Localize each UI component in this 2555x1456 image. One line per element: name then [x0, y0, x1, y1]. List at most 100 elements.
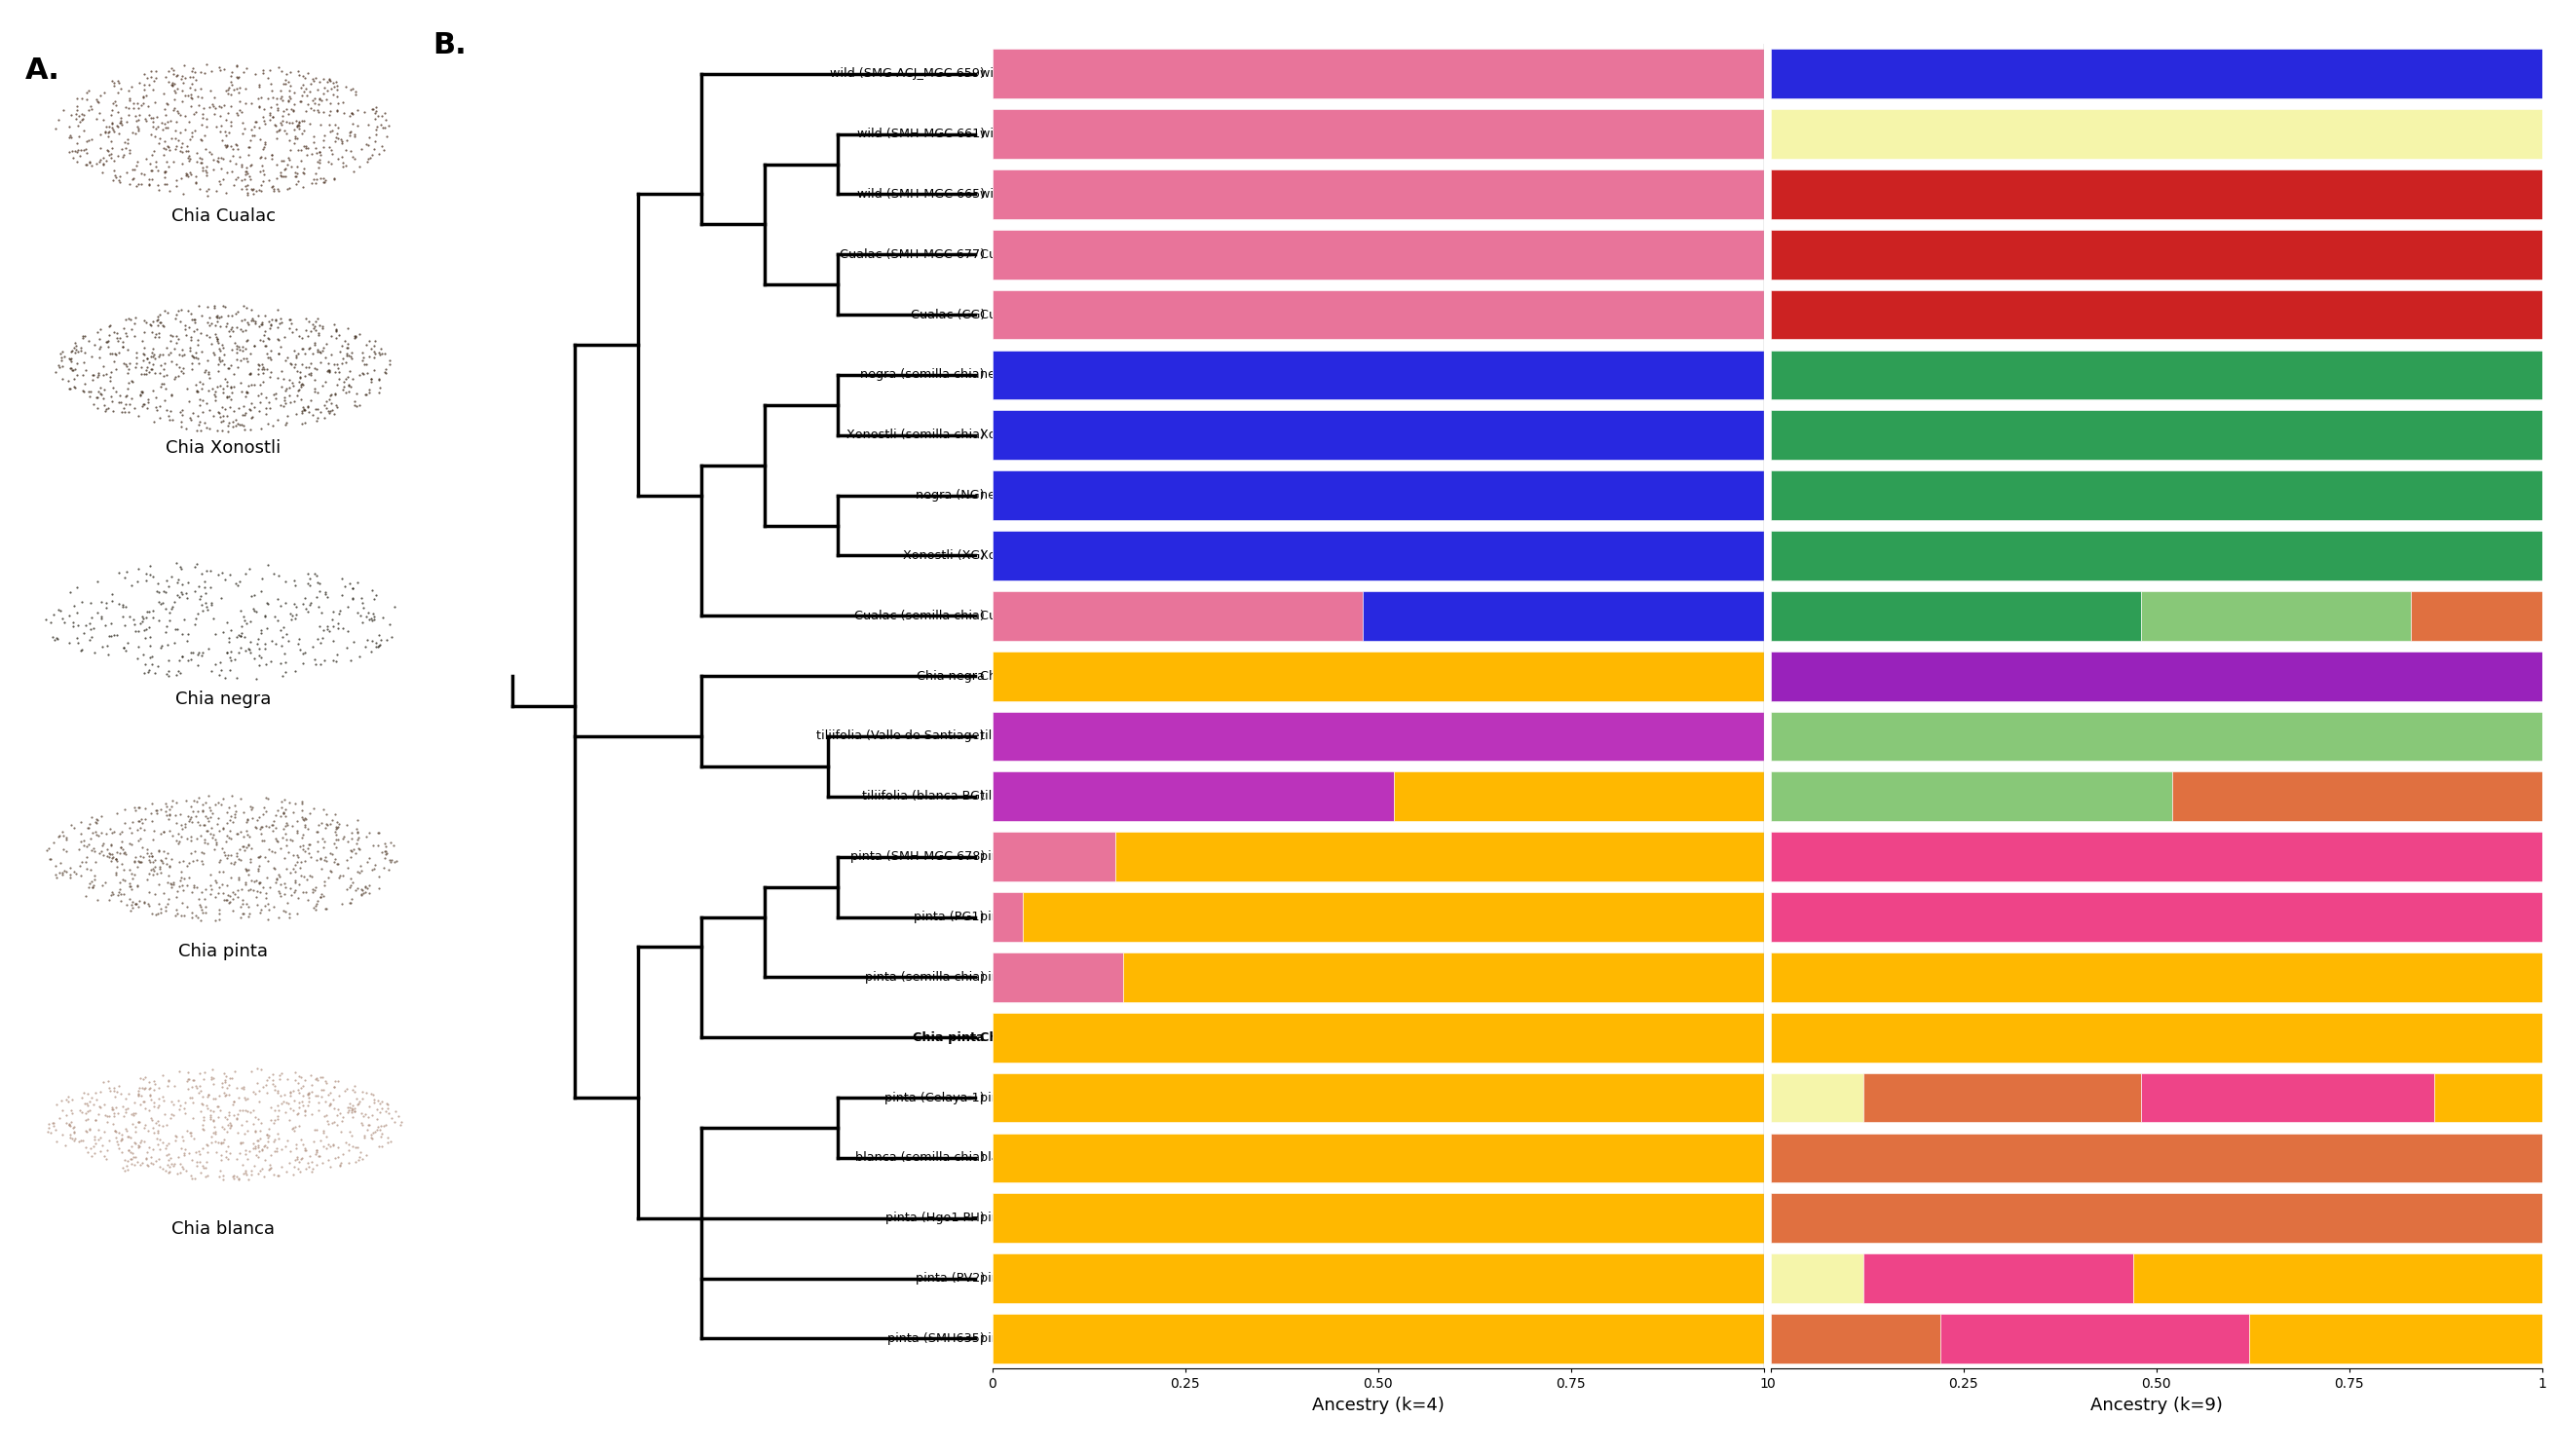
Bar: [1939, 1313, 2248, 1363]
X-axis label: Ancestry (k=9): Ancestry (k=9): [2090, 1396, 2223, 1414]
Text: Cualac (semilla chia): Cualac (semilla chia): [981, 610, 1111, 622]
Bar: [991, 1073, 1763, 1123]
Bar: [991, 109, 1763, 159]
Text: Chia negra: Chia negra: [176, 690, 271, 708]
Text: Chia pinta: Chia pinta: [912, 1031, 984, 1044]
Text: tiliifolia (Valle de Santiage): tiliifolia (Valle de Santiage): [818, 729, 984, 743]
Bar: [991, 169, 1763, 218]
Text: negra (semilla chia): negra (semilla chia): [861, 368, 984, 381]
Bar: [991, 831, 1117, 881]
Text: wild (SMH-MGC 665): wild (SMH-MGC 665): [981, 188, 1109, 201]
Text: pinta (SMH635): pinta (SMH635): [981, 1332, 1078, 1345]
Bar: [2141, 591, 2412, 641]
Bar: [991, 1313, 1763, 1363]
Bar: [1362, 591, 1763, 641]
Bar: [1771, 651, 2542, 700]
Text: negra (semilla chia): negra (semilla chia): [981, 368, 1104, 381]
Text: Chia negra: Chia negra: [981, 670, 1048, 683]
Text: Cualac (semilla chia): Cualac (semilla chia): [853, 610, 984, 622]
Bar: [991, 230, 1763, 280]
Text: Chia pinta: Chia pinta: [981, 1031, 1053, 1044]
Text: tiliifolia (Valle de Santiage): tiliifolia (Valle de Santiage): [981, 729, 1147, 743]
Text: pinta (PV2): pinta (PV2): [981, 1273, 1050, 1284]
Bar: [991, 772, 1392, 821]
Text: wild (SMG-ACJ_MGC 659): wild (SMG-ACJ_MGC 659): [830, 67, 984, 80]
Text: wild (SMH-MGC 661): wild (SMH-MGC 661): [981, 128, 1109, 140]
Bar: [1771, 952, 2542, 1002]
Bar: [2248, 1313, 2542, 1363]
Bar: [991, 1013, 1763, 1061]
Text: pinta (Hgo1 PH): pinta (Hgo1 PH): [887, 1211, 984, 1224]
Bar: [1124, 952, 1763, 1002]
Bar: [2172, 772, 2542, 821]
Text: pinta (PG1): pinta (PG1): [915, 910, 984, 923]
Bar: [1771, 411, 2542, 460]
Text: wild (SMG-ACJ_MGC 659): wild (SMG-ACJ_MGC 659): [981, 67, 1134, 80]
Text: wild (SMH-MGC 661): wild (SMH-MGC 661): [856, 128, 984, 140]
Text: Chia pinta: Chia pinta: [179, 942, 268, 960]
Text: negra (NG): negra (NG): [915, 489, 984, 502]
Text: Xonostli (semilla chia): Xonostli (semilla chia): [981, 430, 1119, 441]
Bar: [1771, 1194, 2542, 1243]
Bar: [1771, 230, 2542, 280]
Bar: [1771, 712, 2542, 761]
Text: pinta (SMH-MGC 678): pinta (SMH-MGC 678): [981, 850, 1114, 863]
Bar: [991, 893, 1022, 942]
Bar: [991, 952, 1124, 1002]
Text: pinta (PV2): pinta (PV2): [915, 1273, 984, 1284]
Text: pinta (SMH-MGC 678): pinta (SMH-MGC 678): [851, 850, 984, 863]
Text: pinta (Hgo1 PH): pinta (Hgo1 PH): [981, 1211, 1078, 1224]
Text: wild (SMH-MGC 665): wild (SMH-MGC 665): [856, 188, 984, 201]
Text: blanca (semilla chia): blanca (semilla chia): [856, 1152, 984, 1165]
Bar: [1771, 831, 2542, 881]
Bar: [1771, 531, 2542, 581]
Bar: [1392, 772, 1763, 821]
Text: Cualac (CG): Cualac (CG): [910, 309, 984, 320]
Bar: [1863, 1073, 2141, 1123]
Bar: [1771, 1073, 1863, 1123]
Text: Chia blanca: Chia blanca: [171, 1220, 276, 1238]
Text: pinta (PG1): pinta (PG1): [981, 910, 1050, 923]
Bar: [2141, 1073, 2435, 1123]
Bar: [2435, 1073, 2542, 1123]
Bar: [2412, 591, 2542, 641]
Bar: [991, 470, 1763, 520]
Bar: [1771, 1313, 1939, 1363]
Text: pinta (Celaya 1): pinta (Celaya 1): [981, 1092, 1081, 1104]
Bar: [991, 651, 1763, 700]
Text: Chia Xonostli: Chia Xonostli: [166, 440, 281, 457]
Bar: [991, 351, 1763, 399]
Text: pinta (semilla chia): pinta (semilla chia): [981, 971, 1101, 983]
Text: Xonostli (XG): Xonostli (XG): [902, 549, 984, 562]
Bar: [991, 411, 1763, 460]
Text: Cualac (CG): Cualac (CG): [981, 309, 1055, 320]
Bar: [1771, 772, 2172, 821]
Bar: [991, 531, 1763, 581]
Bar: [1771, 290, 2542, 339]
Bar: [1771, 169, 2542, 218]
Text: B.: B.: [432, 32, 468, 60]
Text: pinta (Celaya 1): pinta (Celaya 1): [884, 1092, 984, 1104]
Bar: [1771, 351, 2542, 399]
Text: blanca (semilla chia): blanca (semilla chia): [981, 1152, 1109, 1165]
Text: pinta (SMH635): pinta (SMH635): [887, 1332, 984, 1345]
Bar: [991, 1133, 1763, 1182]
Text: Chia negra: Chia negra: [917, 670, 984, 683]
X-axis label: Ancestry (k=4): Ancestry (k=4): [1311, 1396, 1444, 1414]
Text: tiliifolia (blanca BG): tiliifolia (blanca BG): [861, 791, 984, 802]
Bar: [991, 290, 1763, 339]
Bar: [1117, 831, 1763, 881]
Bar: [1022, 893, 1763, 942]
Text: Xonostli (semilla chia): Xonostli (semilla chia): [846, 430, 984, 441]
Bar: [1771, 1133, 2542, 1182]
Bar: [1771, 1254, 1863, 1303]
Bar: [991, 1254, 1763, 1303]
Bar: [1771, 50, 2542, 99]
Bar: [1863, 1254, 2133, 1303]
Bar: [1771, 591, 2141, 641]
Bar: [991, 712, 1763, 761]
Bar: [991, 591, 1362, 641]
Text: tiliifolia (blanca BG): tiliifolia (blanca BG): [981, 791, 1104, 802]
Bar: [1771, 893, 2542, 942]
Bar: [1771, 109, 2542, 159]
